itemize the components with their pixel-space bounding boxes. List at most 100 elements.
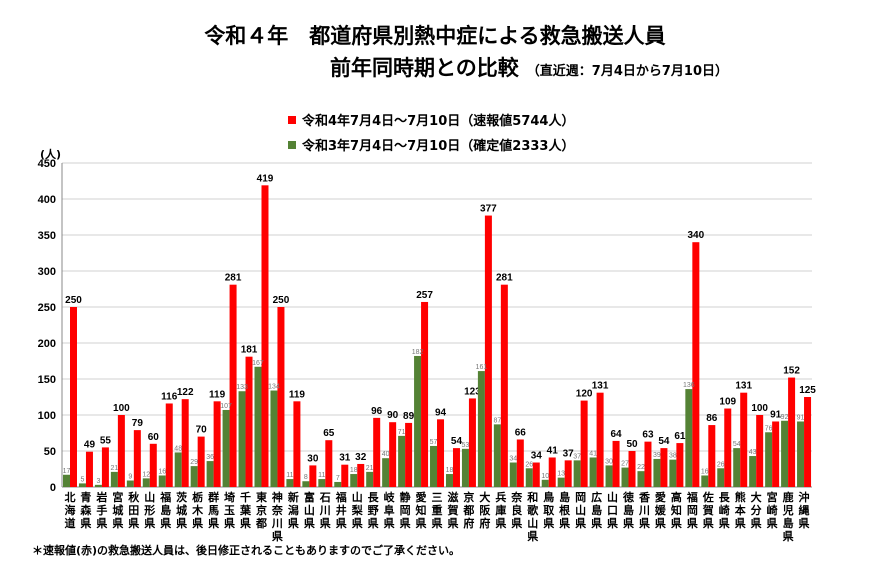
- category-label: 重: [432, 503, 443, 517]
- category-label: 県: [735, 517, 746, 530]
- bar-r4: [452, 448, 460, 487]
- data-label-r4: 54: [451, 436, 463, 447]
- data-label-r3: 41: [589, 450, 597, 457]
- data-label-r4: 61: [674, 431, 686, 442]
- data-label-r4: 49: [84, 440, 96, 451]
- bar-r4: [357, 463, 365, 487]
- bar-r3: [126, 480, 134, 487]
- data-label-r3: 38: [669, 453, 677, 460]
- y-tick-label: 100: [38, 410, 56, 422]
- data-label-r4: 66: [515, 427, 527, 438]
- legend-item-r4: 令和4年7月4日～7月10日（速報値5744人）: [288, 110, 574, 129]
- data-label-r3: 133: [236, 384, 248, 391]
- data-label-r4: 250: [273, 295, 290, 306]
- bar-r3: [222, 409, 230, 487]
- bar-r3: [206, 461, 214, 487]
- category-label: 賀: [702, 503, 714, 517]
- y-axis-unit: (人): [40, 148, 62, 161]
- category-label: 県: [336, 517, 347, 530]
- category-label: 県: [495, 517, 506, 530]
- data-label-r3: 71: [398, 429, 406, 436]
- category-label: 県: [192, 517, 203, 530]
- category-label: 熊: [735, 490, 746, 504]
- data-label-r3: 40: [382, 451, 390, 458]
- data-label-r4: 116: [161, 391, 178, 402]
- category-label: 秋: [128, 490, 140, 504]
- bar-r4: [197, 436, 205, 487]
- bar-r4: [341, 464, 349, 487]
- bar-r4: [532, 462, 540, 487]
- category-label: 城: [112, 503, 123, 517]
- category-label: 徳: [622, 490, 634, 504]
- category-label: 静: [400, 490, 411, 504]
- y-tick-label: 150: [38, 374, 56, 386]
- category-label: 県: [799, 517, 810, 530]
- category-label: 縄: [799, 503, 810, 517]
- category-label: 県: [655, 517, 666, 530]
- category-label: 和: [527, 490, 538, 504]
- bar-r4: [117, 415, 125, 487]
- category-label: 島: [783, 516, 794, 530]
- category-label: 県: [240, 517, 251, 530]
- data-label-r3: 39: [653, 452, 661, 459]
- data-label-r3: 11: [318, 472, 325, 479]
- data-label-r3: 167: [252, 360, 264, 367]
- category-label: 県: [320, 517, 331, 530]
- category-label: 奈: [271, 503, 284, 517]
- category-label: 県: [703, 517, 714, 530]
- data-label-r4: 119: [289, 389, 306, 400]
- data-label-r4: 109: [719, 397, 736, 408]
- category-label: 阜: [384, 503, 395, 517]
- category-label: 沖: [799, 490, 810, 504]
- category-label: 福: [159, 490, 171, 504]
- category-label: 馬: [208, 504, 219, 517]
- data-label-r3: 10: [541, 473, 549, 480]
- bar-r4: [437, 419, 445, 487]
- bar-r3: [749, 456, 757, 487]
- category-label: 井: [336, 503, 347, 517]
- category-label: 山: [304, 503, 315, 517]
- bar-r4: [660, 448, 668, 487]
- category-label: 島: [559, 490, 570, 504]
- data-label-r3: 134: [268, 384, 280, 391]
- category-label: 県: [400, 517, 411, 530]
- data-label-r3: 12: [142, 471, 150, 478]
- data-label-r4: 281: [225, 273, 242, 284]
- category-label: 茨: [176, 490, 187, 504]
- category-label: 府: [479, 516, 490, 530]
- category-label: 分: [751, 503, 762, 517]
- data-label-r4: 30: [307, 453, 319, 464]
- category-label: 県: [719, 517, 730, 530]
- bar-r4: [181, 399, 189, 487]
- category-label: 新: [288, 490, 299, 504]
- category-label: 木: [191, 503, 204, 517]
- category-label: 森: [80, 503, 92, 517]
- y-tick-label: 250: [38, 302, 56, 314]
- bar-r3: [445, 474, 453, 487]
- category-label: 神: [272, 490, 283, 504]
- bar-r4: [580, 400, 588, 487]
- data-label-r4: 94: [435, 407, 447, 418]
- y-tick-label: 300: [38, 266, 56, 278]
- category-label: 県: [96, 517, 107, 530]
- bar-r4: [468, 398, 476, 487]
- category-label: 崎: [767, 503, 778, 517]
- data-label-r4: 54: [658, 436, 670, 447]
- category-label: 口: [607, 504, 618, 517]
- category-label: 賀: [446, 503, 458, 517]
- data-label-r3: 21: [110, 465, 118, 472]
- category-label: 県: [176, 517, 187, 530]
- category-label: 都: [462, 503, 474, 517]
- bar-r3: [78, 483, 86, 487]
- category-label: 県: [687, 517, 698, 530]
- bar-r4: [644, 441, 652, 487]
- category-label: 島: [591, 503, 602, 517]
- y-tick-label: 450: [38, 158, 56, 170]
- bar-r4: [484, 215, 492, 487]
- category-label: 県: [543, 517, 554, 530]
- bar-r3: [669, 459, 677, 487]
- bar-r3: [142, 478, 150, 487]
- data-label-r3: 34: [509, 456, 517, 463]
